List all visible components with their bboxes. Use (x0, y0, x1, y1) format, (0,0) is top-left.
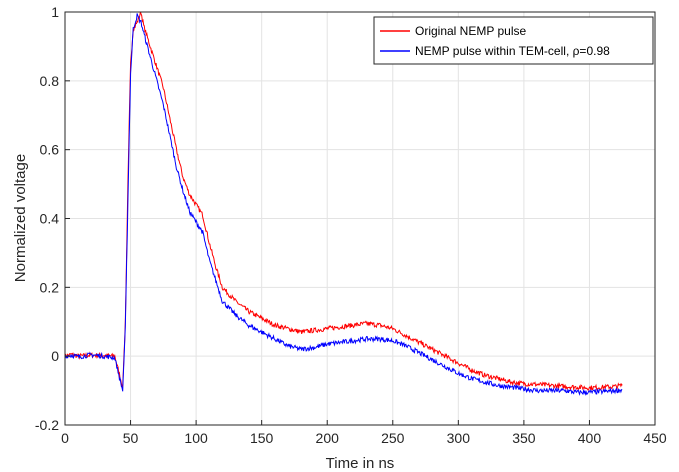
y-tick-label: 0.2 (40, 279, 60, 295)
y-tick-label: 0.6 (40, 142, 60, 158)
x-tick-label: 400 (578, 430, 602, 446)
y-tick-label: 0 (51, 348, 59, 364)
y-tick-label: 0.8 (40, 73, 60, 89)
legend-box (373, 16, 654, 65)
y-tick-label: 0.4 (40, 211, 60, 227)
series-line-tem (64, 13, 623, 396)
legend-label-tem: NEMP pulse within TEM-cell, ρ=0.98 (415, 44, 610, 58)
x-tick-label: 0 (61, 430, 69, 446)
x-tick-label: 200 (316, 430, 340, 446)
x-tick-label: 250 (381, 430, 405, 446)
x-tick-label: 350 (512, 430, 536, 446)
series-line-original (64, 11, 623, 392)
x-tick-label: 100 (184, 430, 208, 446)
y-axis-label: Normalized voltage (12, 154, 29, 282)
series-layer (64, 11, 623, 396)
x-axis-label: Time in ns (326, 455, 395, 472)
y-tick-label: 1 (51, 4, 59, 20)
x-tick-label: 300 (447, 430, 471, 446)
y-tick-label: -0.2 (35, 417, 59, 433)
ticks: 0 50 100 150 200 250 300 350 400 450-0.200.20.40.… (35, 4, 667, 446)
x-tick-label: 450 (643, 430, 667, 446)
legend: Original NEMP pulse NEMP pulse within TE… (373, 16, 654, 65)
x-tick-label: 50 (123, 430, 139, 446)
legend-label-original: Original NEMP pulse (415, 24, 526, 38)
x-tick-label: 150 (250, 430, 274, 446)
